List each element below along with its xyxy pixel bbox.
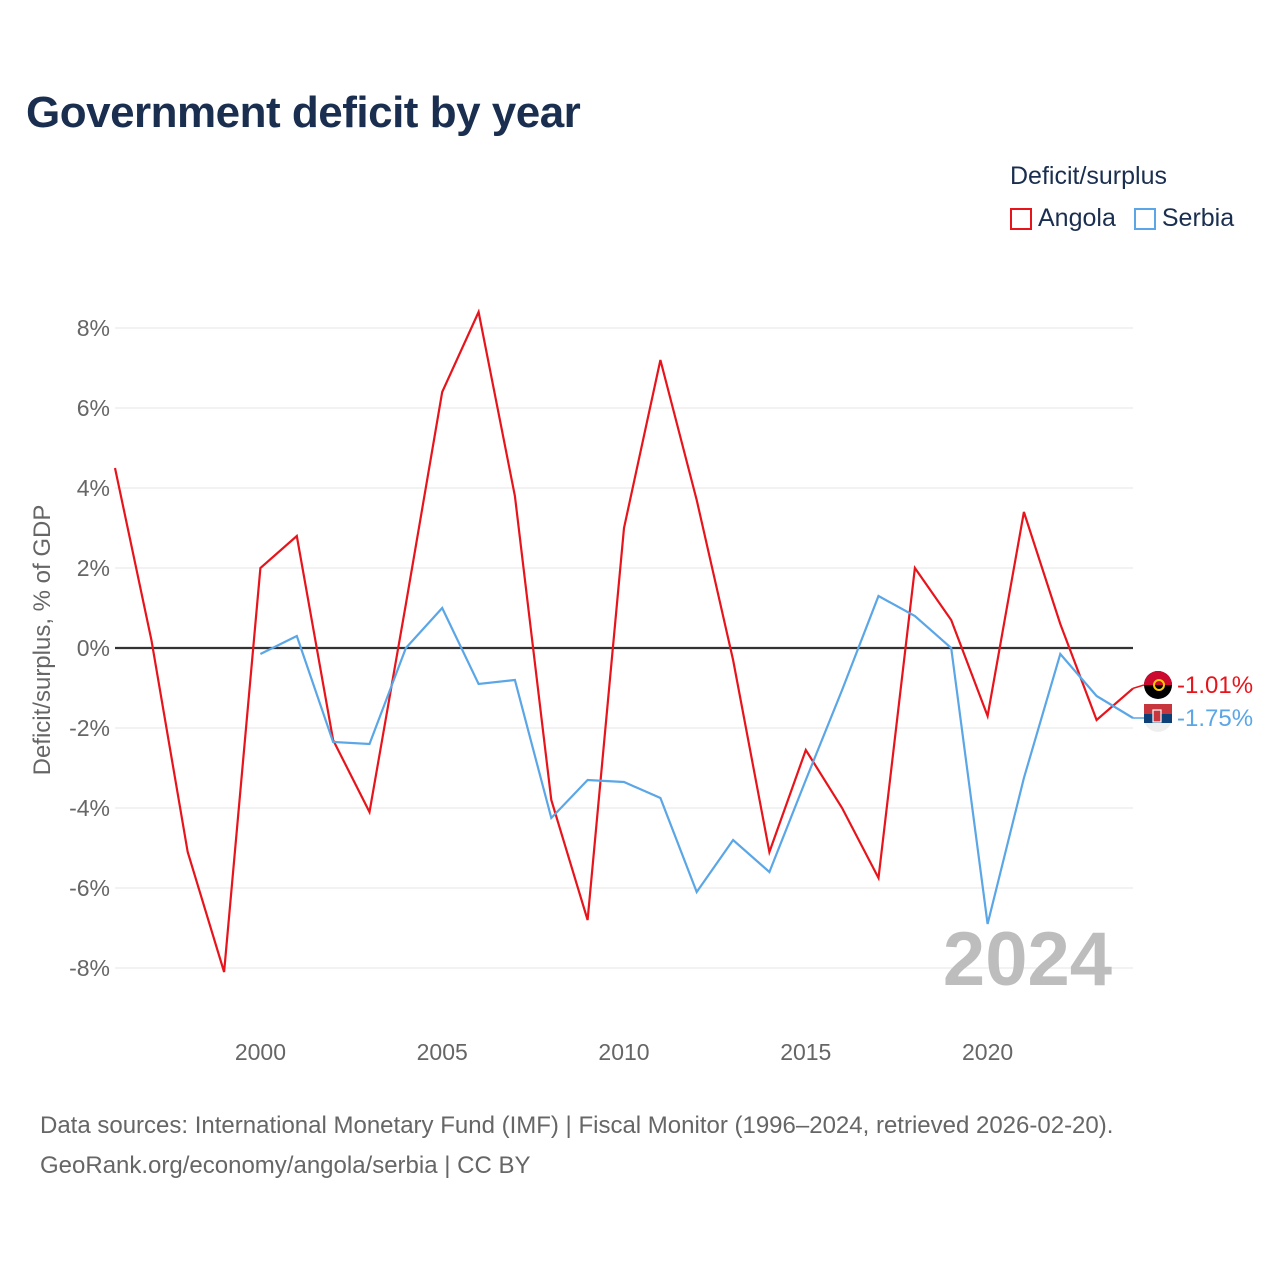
end-label-serbia: -1.75% [1177, 705, 1253, 732]
leader-line-angola [1132, 684, 1145, 690]
legend: Angola Serbia [1010, 204, 1252, 233]
series-lines [113, 308, 1134, 973]
y-tick-label: 0% [77, 635, 110, 661]
x-tick-label: 2000 [235, 1039, 286, 1065]
x-tick-label: 2005 [417, 1039, 468, 1065]
y-tick-label: 6% [77, 395, 110, 421]
x-tick-label: 2015 [780, 1039, 831, 1065]
flag-top-angola [1144, 671, 1172, 685]
end-label-angola: -1.01% [1177, 672, 1253, 699]
legend-item-angola[interactable]: Angola [1010, 204, 1116, 233]
y-axis-label: Deficit/surplus, % of GDP [29, 505, 56, 776]
legend-swatch-angola [1010, 207, 1032, 230]
legend-item-serbia[interactable]: Serbia [1133, 204, 1235, 233]
flag-serbia [1144, 704, 1172, 732]
source-line-1: Data sources: International Monetary Fun… [40, 1112, 1114, 1139]
series-line-angola [113, 308, 1134, 973]
y-tick-label: 8% [77, 315, 110, 341]
source-note: Data sources: International Monetary Fun… [40, 1106, 1113, 1186]
source-line-2[interactable]: GeoRank.org/economy/angola/serbia | CC B… [40, 1152, 531, 1179]
y-tick-label: 4% [77, 475, 110, 501]
year-watermark: 2024 [943, 917, 1112, 1002]
flag-emblem-serbia [1152, 709, 1162, 723]
y-tick-label: -6% [69, 875, 110, 901]
legend-label-angola: Angola [1038, 204, 1116, 232]
legend-swatch-serbia [1133, 207, 1156, 230]
legend-label-serbia: Serbia [1161, 204, 1235, 232]
flag-emblem-angola [1153, 679, 1165, 691]
line-chart: 8%6%4%2%0%-2%-4%-6%-8% 2000 2005 2010 2015 2… [29, 308, 1253, 1065]
end-markers: -1.01% -1.75% [1132, 671, 1253, 732]
y-axis-ticks: 8% 6% 4% 2% 0% -2% -4% -6% -8% [69, 315, 110, 981]
flag-red-serbia [1144, 704, 1172, 714]
chart-title: Government deficit by year [26, 88, 581, 137]
flag-angola [1144, 671, 1172, 699]
series-line-serbia [259, 594, 1134, 925]
x-tick-label: 2010 [598, 1039, 649, 1065]
y-tick-label: -2% [69, 715, 110, 741]
y-tick-label: 2% [77, 555, 110, 581]
legend-title: Deficit/surplus [1010, 162, 1167, 190]
x-axis-ticks: 2000 2005 2010 2015 2020 [235, 1039, 1013, 1065]
y-tick-label: -4% [69, 795, 110, 821]
gridlines [115, 327, 1133, 969]
x-tick-label: 2020 [962, 1039, 1013, 1065]
y-tick-label: -8% [69, 955, 110, 981]
